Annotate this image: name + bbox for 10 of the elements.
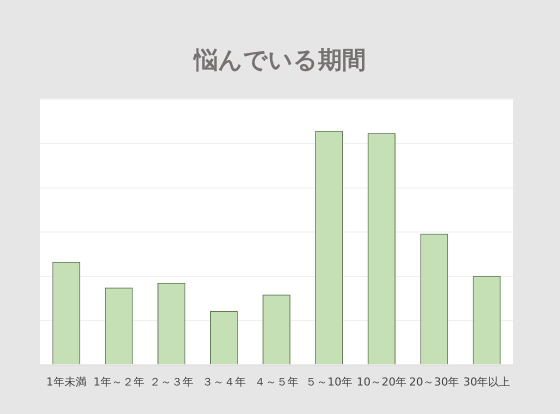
x-tick-label: 10～20年 <box>356 375 407 388</box>
x-tick-label: 1年～２年 <box>93 375 144 388</box>
x-tick-label: ５～10年 <box>306 375 353 388</box>
x-tick-label: 1年未満 <box>46 375 86 388</box>
x-tick-label: ３～４年 <box>202 375 246 388</box>
x-tick-label: 30年以上 <box>463 375 510 388</box>
x-tick-label: ４～５年 <box>254 375 298 388</box>
x-tick-label: ２～３年 <box>149 375 194 388</box>
chart-title: 悩んでいる期間 <box>192 46 366 74</box>
x-tick-label: 20～30年 <box>409 375 460 388</box>
